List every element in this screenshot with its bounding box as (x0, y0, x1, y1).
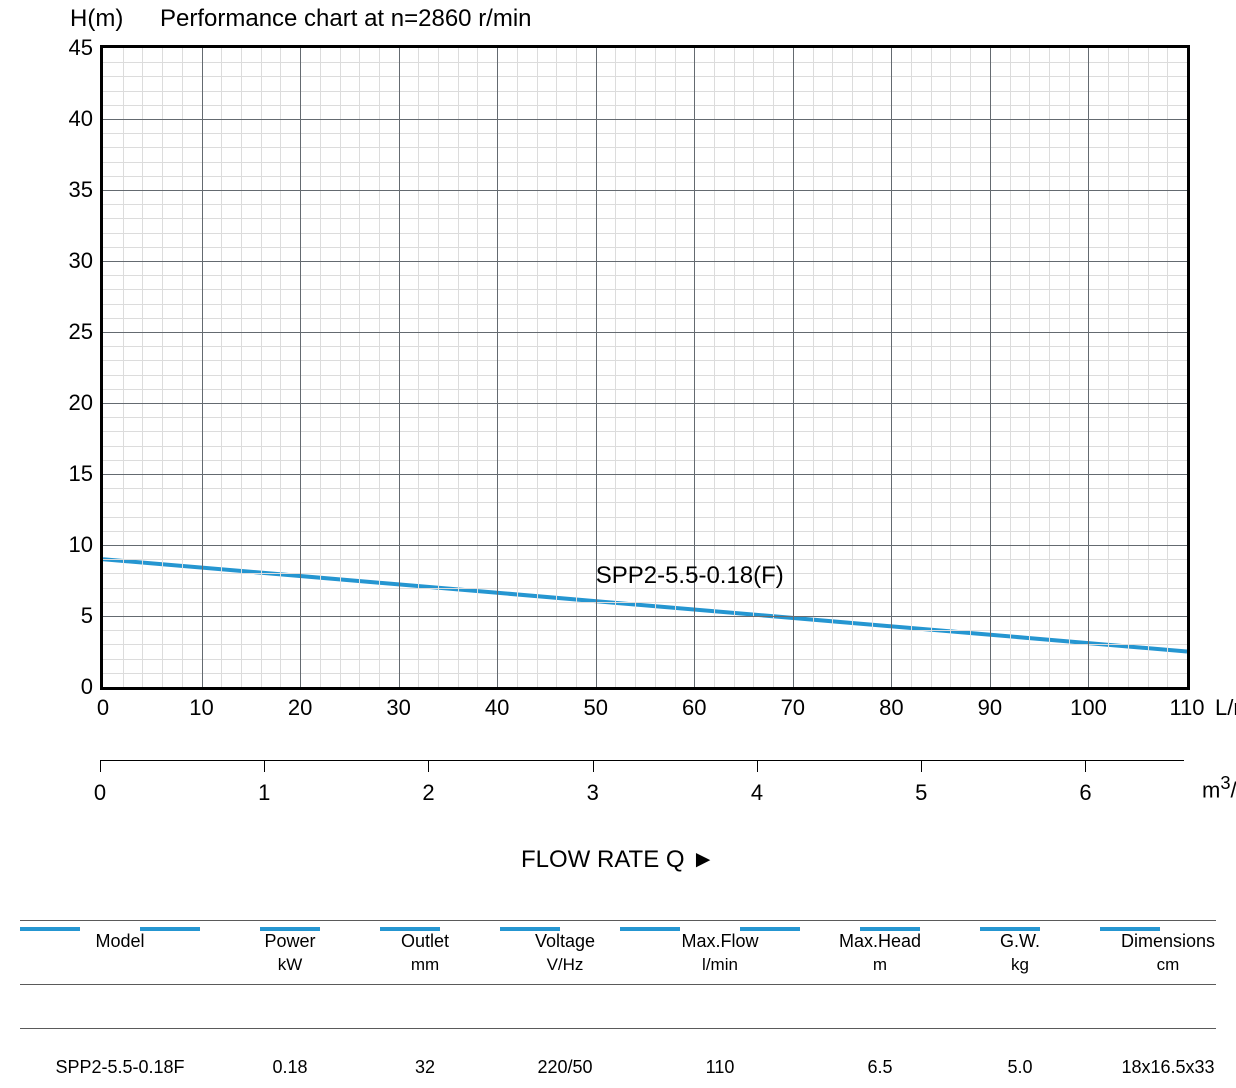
y-tick: 0 (81, 674, 103, 700)
y-tick: 15 (69, 461, 103, 487)
x2-tick: 6 (1079, 780, 1091, 806)
spec-table: ModelPowerkWOutletmmVoltageV/HzMax.Flowl… (20, 920, 1216, 1024)
plot-area: 0102030405060708090100110L/min0510152025… (100, 45, 1190, 690)
y-tick: 10 (69, 532, 103, 558)
y-tick: 45 (69, 35, 103, 61)
x-tick: 100 (1070, 687, 1107, 721)
column-header: Dimensionscm (1080, 930, 1236, 975)
x-tick: 70 (781, 687, 805, 721)
table-header: ModelPowerkWOutletmmVoltageV/HzMax.Flowl… (20, 920, 1216, 980)
table-cell: 0.18 (220, 1056, 360, 1079)
series-label: SPP2-5.5-0.18(F) (596, 562, 784, 590)
x2-tick: 2 (422, 780, 434, 806)
table-cell: 5.0 (960, 1056, 1080, 1079)
x-tick: 80 (879, 687, 903, 721)
x-tick: 50 (583, 687, 607, 721)
y-unit-label: H(m) (70, 5, 123, 33)
y-tick: 30 (69, 248, 103, 274)
x-tick: 110 (1169, 687, 1204, 721)
chart-title: Performance chart at n=2860 r/min (160, 5, 532, 33)
x-tick: 30 (386, 687, 410, 721)
column-header: Max.Headm (800, 930, 960, 975)
table-cell: SPP2-5.5-0.18F (20, 1056, 220, 1079)
table-cell: 18x16.5x33 (1080, 1056, 1236, 1079)
column-header: Outletmm (360, 930, 490, 975)
x-tick: 40 (485, 687, 509, 721)
y-tick: 25 (69, 319, 103, 345)
performance-chart: H(m) Performance chart at n=2860 r/min T… (0, 0, 1236, 880)
y-tick: 40 (69, 106, 103, 132)
table-cell: 6.5 (800, 1056, 960, 1079)
y-tick: 35 (69, 177, 103, 203)
x2-tick: 0 (94, 780, 106, 806)
table-cell: 110 (640, 1056, 800, 1079)
y-tick: 20 (69, 390, 103, 416)
x-tick: 20 (288, 687, 312, 721)
secondary-x-axis: 0123456m3/h (100, 760, 1190, 830)
table-cell: 220/50 (490, 1056, 640, 1079)
y-tick: 5 (81, 603, 103, 629)
table-cell: 32 (360, 1056, 490, 1079)
column-header: PowerkW (220, 930, 360, 975)
x-tick: 90 (978, 687, 1002, 721)
column-header: VoltageV/Hz (490, 930, 640, 975)
x-unit: L/min (1215, 687, 1236, 721)
x2-tick: 4 (751, 780, 763, 806)
x2-tick: 3 (587, 780, 599, 806)
column-header: Max.Flowl/min (640, 930, 800, 975)
x-axis-label: FLOW RATE Q ► (0, 846, 1236, 874)
x2-tick: 5 (915, 780, 927, 806)
x2-unit: m3/h (1202, 772, 1236, 803)
x-tick: 60 (682, 687, 706, 721)
x2-tick: 1 (258, 780, 270, 806)
column-header: G.W.kg (960, 930, 1080, 975)
series-layer (103, 48, 1187, 687)
column-header: Model (20, 930, 220, 953)
x-tick: 10 (189, 687, 213, 721)
table-row: SPP2-5.5-0.18F0.1832220/501106.55.018x16… (20, 1044, 1216, 1088)
